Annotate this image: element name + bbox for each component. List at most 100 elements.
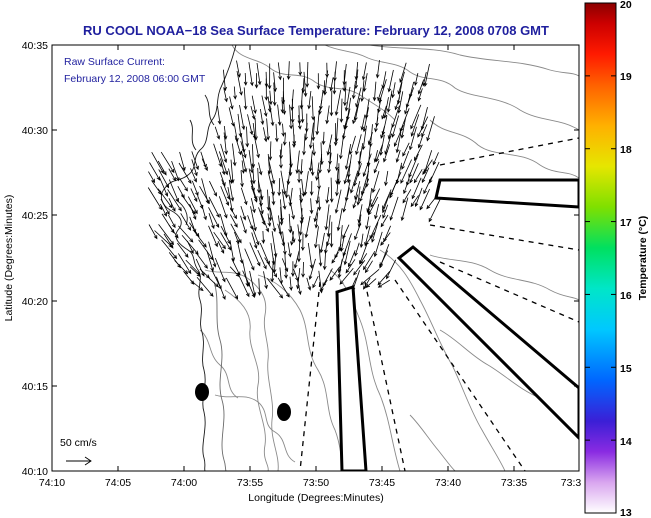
current-vector bbox=[379, 250, 389, 267]
current-vector bbox=[331, 251, 339, 264]
current-vector bbox=[232, 143, 237, 167]
current-vector bbox=[229, 96, 234, 110]
current-vector bbox=[380, 126, 385, 139]
current-vector bbox=[284, 252, 288, 279]
current-vector bbox=[225, 277, 239, 300]
current-vector bbox=[312, 142, 316, 157]
current-vector bbox=[334, 189, 342, 214]
current-vector bbox=[327, 152, 332, 174]
current-vector bbox=[277, 178, 282, 197]
sector-polygon bbox=[335, 285, 368, 471]
current-vector bbox=[394, 97, 400, 111]
current-vector bbox=[228, 179, 235, 202]
x-tick-label: 73:40 bbox=[435, 477, 461, 489]
current-vector bbox=[325, 105, 330, 125]
current-vector bbox=[268, 159, 276, 185]
contour-line bbox=[224, 289, 269, 471]
current-vector bbox=[402, 142, 410, 157]
current-vector bbox=[284, 179, 289, 199]
x-tick-label: 73:50 bbox=[303, 477, 329, 489]
current-vector bbox=[354, 242, 360, 257]
current-vector bbox=[177, 253, 192, 275]
current-vector bbox=[334, 153, 339, 172]
current-vector bbox=[247, 215, 254, 230]
current-vector bbox=[367, 131, 373, 146]
current-vector bbox=[223, 88, 228, 103]
current-vector bbox=[193, 230, 207, 248]
current-vector bbox=[272, 82, 277, 107]
current-vector bbox=[280, 170, 287, 196]
current-vector bbox=[234, 231, 240, 245]
current-vector bbox=[332, 71, 337, 95]
current-vector bbox=[268, 196, 273, 222]
current-vector bbox=[373, 150, 378, 163]
current-vector bbox=[267, 63, 272, 90]
current-vector bbox=[251, 232, 258, 249]
current-vector bbox=[208, 241, 217, 268]
colorbar-tick-label: 20 bbox=[620, 0, 632, 11]
current-vector bbox=[244, 248, 255, 271]
x-axis: 74:10 74:05 74:00 73:55 73:50 73:45 73:4… bbox=[39, 477, 582, 504]
current-vector bbox=[250, 105, 256, 120]
current-vector bbox=[281, 123, 286, 137]
current-vector bbox=[160, 203, 167, 217]
current-vector bbox=[362, 107, 369, 133]
current-vector bbox=[269, 105, 275, 127]
current-vector bbox=[417, 79, 425, 95]
current-vector bbox=[251, 95, 257, 115]
current-vector bbox=[329, 221, 334, 248]
contour-line bbox=[409, 414, 456, 471]
current-vector bbox=[250, 198, 256, 214]
chart-title: RU COOL NOAA−18 Sea Surface Temperature:… bbox=[83, 23, 549, 38]
colorbar-tick-label: 13 bbox=[620, 507, 632, 518]
contour-line bbox=[199, 329, 239, 399]
current-vector bbox=[391, 115, 399, 138]
current-vector bbox=[240, 170, 244, 188]
current-vector bbox=[263, 271, 268, 290]
current-vector bbox=[249, 242, 261, 267]
current-vector bbox=[354, 222, 362, 241]
contour-line bbox=[369, 45, 579, 77]
colorbar-tick-label: 16 bbox=[620, 290, 632, 302]
current-vector bbox=[297, 169, 301, 184]
current-vector bbox=[229, 240, 236, 262]
current-vector bbox=[373, 231, 383, 258]
current-vector bbox=[238, 276, 250, 298]
y-tick-label: 40:25 bbox=[22, 210, 48, 222]
current-vector bbox=[305, 61, 310, 88]
current-vector bbox=[359, 233, 364, 249]
current-vector bbox=[213, 231, 226, 250]
current-vector bbox=[343, 161, 352, 185]
current-vector bbox=[386, 259, 397, 280]
x-tick-label: 73:3 bbox=[561, 477, 582, 489]
current-vector bbox=[292, 134, 296, 149]
y-tick-label: 40:30 bbox=[22, 125, 48, 137]
current-vector bbox=[266, 118, 270, 141]
dashed-line bbox=[299, 281, 321, 471]
current-vector bbox=[282, 91, 287, 116]
current-vector bbox=[289, 276, 293, 292]
current-vector bbox=[381, 115, 388, 136]
current-vector bbox=[157, 160, 167, 176]
colorbar-label: Temperature (°C) bbox=[637, 216, 649, 301]
current-vector bbox=[171, 160, 180, 182]
current-vector bbox=[251, 185, 258, 203]
current-vector bbox=[337, 259, 343, 279]
current-vector bbox=[421, 124, 428, 138]
y-tick-label: 40:35 bbox=[22, 40, 48, 52]
current-vector bbox=[301, 261, 305, 278]
current-vector bbox=[339, 133, 345, 160]
current-vector bbox=[201, 204, 207, 221]
current-vector bbox=[233, 86, 237, 100]
current-vector bbox=[410, 114, 420, 137]
current-vector bbox=[342, 187, 350, 213]
current-vector bbox=[419, 188, 430, 211]
current-vector bbox=[196, 277, 214, 297]
current-vector bbox=[213, 143, 222, 168]
current-vector bbox=[289, 104, 293, 130]
current-vector bbox=[314, 212, 319, 229]
current-vector bbox=[429, 161, 440, 184]
current-vector bbox=[362, 153, 372, 177]
current-vector bbox=[345, 259, 356, 274]
current-vector bbox=[347, 250, 356, 268]
